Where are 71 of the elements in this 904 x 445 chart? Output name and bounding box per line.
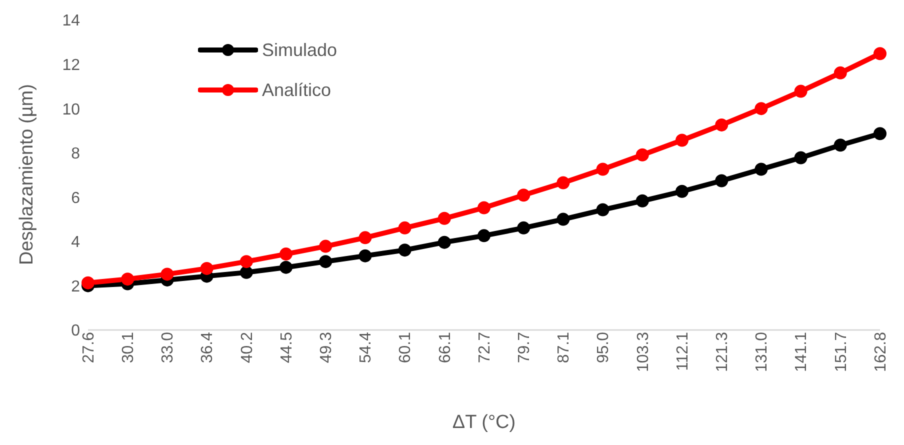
point bbox=[82, 276, 94, 290]
point bbox=[517, 221, 530, 234]
point bbox=[874, 47, 886, 60]
point bbox=[556, 176, 570, 190]
point bbox=[676, 134, 688, 147]
y-axis-title: Desplazamiento (µm) bbox=[16, 84, 38, 265]
x-tick-label: 40.2 bbox=[238, 332, 256, 364]
y-tick-label: 2 bbox=[71, 278, 80, 296]
point bbox=[280, 260, 292, 274]
point bbox=[517, 188, 530, 202]
point bbox=[319, 255, 332, 268]
x-tick-label: 103.3 bbox=[634, 332, 652, 372]
y-tick-label: 14 bbox=[62, 12, 80, 30]
x-tick-label: 72.7 bbox=[476, 332, 494, 364]
point bbox=[358, 231, 372, 244]
point bbox=[319, 240, 332, 253]
point bbox=[478, 229, 490, 242]
point bbox=[438, 236, 451, 249]
point bbox=[874, 127, 886, 140]
x-tick-label: 27.6 bbox=[80, 332, 98, 364]
x-tick-label: 49.3 bbox=[318, 332, 335, 364]
point bbox=[596, 162, 610, 176]
y-tick-label: 4 bbox=[71, 234, 80, 252]
x-tick-label: 112.1 bbox=[674, 332, 692, 371]
x-tick-label: 141.1 bbox=[793, 332, 810, 372]
x-tick-label: 30.1 bbox=[120, 332, 137, 364]
point bbox=[200, 262, 214, 275]
point bbox=[596, 203, 610, 216]
y-tick-label: 0 bbox=[71, 322, 80, 340]
point bbox=[398, 244, 412, 257]
x-tick-label: 36.4 bbox=[199, 332, 216, 364]
point bbox=[280, 248, 292, 261]
x-tick-label: 79.7 bbox=[516, 332, 533, 364]
point bbox=[715, 174, 728, 188]
x-tick-label: 87.1 bbox=[556, 332, 573, 364]
point bbox=[240, 266, 253, 279]
y-tick-label: 12 bbox=[62, 56, 80, 74]
point bbox=[676, 184, 688, 198]
x-tick-label: 121.3 bbox=[714, 332, 731, 372]
x-tick-label: 54.4 bbox=[358, 332, 375, 364]
x-tick-label: 162.8 bbox=[872, 332, 890, 372]
x-tick-label: 60.1 bbox=[397, 332, 414, 364]
point bbox=[754, 102, 768, 116]
x-tick-label: 66.1 bbox=[436, 332, 454, 364]
x-tick-label: 151.7 bbox=[832, 332, 850, 372]
point bbox=[438, 212, 451, 225]
point bbox=[358, 249, 372, 262]
point bbox=[636, 194, 649, 208]
x-tick-label: 33.0 bbox=[160, 332, 177, 364]
y-tick-label: 6 bbox=[71, 190, 80, 207]
y-tick-label: 10 bbox=[62, 101, 80, 118]
y-tick-label: 8 bbox=[71, 146, 80, 163]
point bbox=[715, 118, 728, 132]
point bbox=[754, 162, 768, 176]
point bbox=[160, 268, 174, 281]
point bbox=[834, 66, 847, 80]
point bbox=[121, 272, 134, 286]
x-axis-title: ΔT (°C) bbox=[452, 412, 516, 433]
point bbox=[794, 84, 808, 98]
point bbox=[398, 221, 412, 234]
x-tick-label: 131.0 bbox=[754, 332, 771, 372]
x-tick-label: 44.5 bbox=[278, 332, 296, 364]
legend-label: Simulado bbox=[262, 40, 338, 60]
point bbox=[794, 151, 808, 164]
point bbox=[240, 255, 253, 268]
point bbox=[636, 148, 649, 162]
point bbox=[478, 201, 490, 214]
x-tick-label: 95.0 bbox=[595, 332, 612, 364]
point bbox=[834, 138, 847, 152]
legend-label: Analítico bbox=[262, 80, 332, 100]
point bbox=[556, 212, 570, 226]
